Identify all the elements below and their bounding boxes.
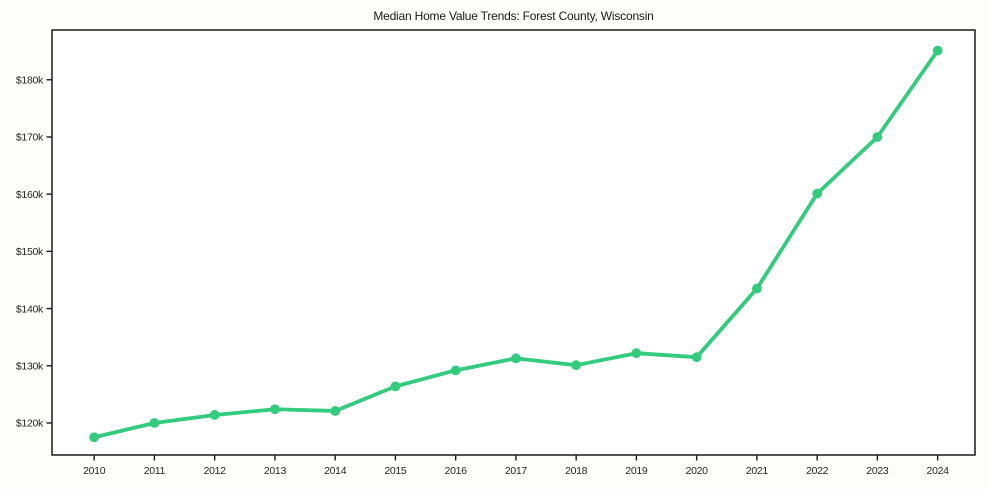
data-point [932,45,943,56]
data-point [330,406,341,416]
x-tick-label: 2021 [746,465,769,477]
x-tick-label: 2011 [144,465,166,477]
plot-area [52,30,975,455]
x-tick-label: 2022 [806,465,829,477]
data-point [691,352,702,363]
x-tick-label: 2015 [384,465,407,477]
data-point [209,410,220,420]
data-point [812,188,823,199]
y-tick-label: $120k [16,418,44,430]
x-tick-label: 2012 [204,465,227,477]
x-tick-label: 2014 [324,465,347,477]
plot-frame [51,29,976,456]
x-tick-label: 2018 [565,465,588,477]
series-markers [89,45,943,443]
x-tick-label: 2019 [625,465,648,477]
data-point [631,348,642,359]
y-tick-label: $170k [16,132,44,144]
data-point [571,360,582,371]
data-point [511,353,521,364]
y-tick-label: $140k [16,303,44,315]
y-tick-label: $130k [16,360,44,372]
chart-title: Median Home Value Trends: Forest County,… [373,9,654,23]
y-tick-label: $160k [16,189,44,201]
x-tick-label: 2013 [264,465,287,477]
data-point [450,365,461,376]
y-axis: $120k $130k $140k $150k $160k $170k $180k [16,74,52,430]
x-tick-label: 2023 [866,465,889,477]
x-axis: 2010 2011 2012 2013 2014 2015 2016 2017 2018 2019… [83,455,949,477]
x-tick-label: 2024 [927,465,950,477]
x-tick-label: 2020 [686,465,709,477]
data-point [872,132,883,142]
x-tick-label: 2017 [505,465,528,477]
x-tick-label: 2010 [83,465,106,477]
x-tick-label: 2016 [445,465,468,477]
y-tick-label: $150k [16,246,44,258]
data-point [89,432,100,443]
data-point [752,283,762,294]
data-point [270,404,280,415]
data-point [390,381,401,392]
data-point [149,418,160,428]
y-tick-label: $180k [16,74,44,86]
